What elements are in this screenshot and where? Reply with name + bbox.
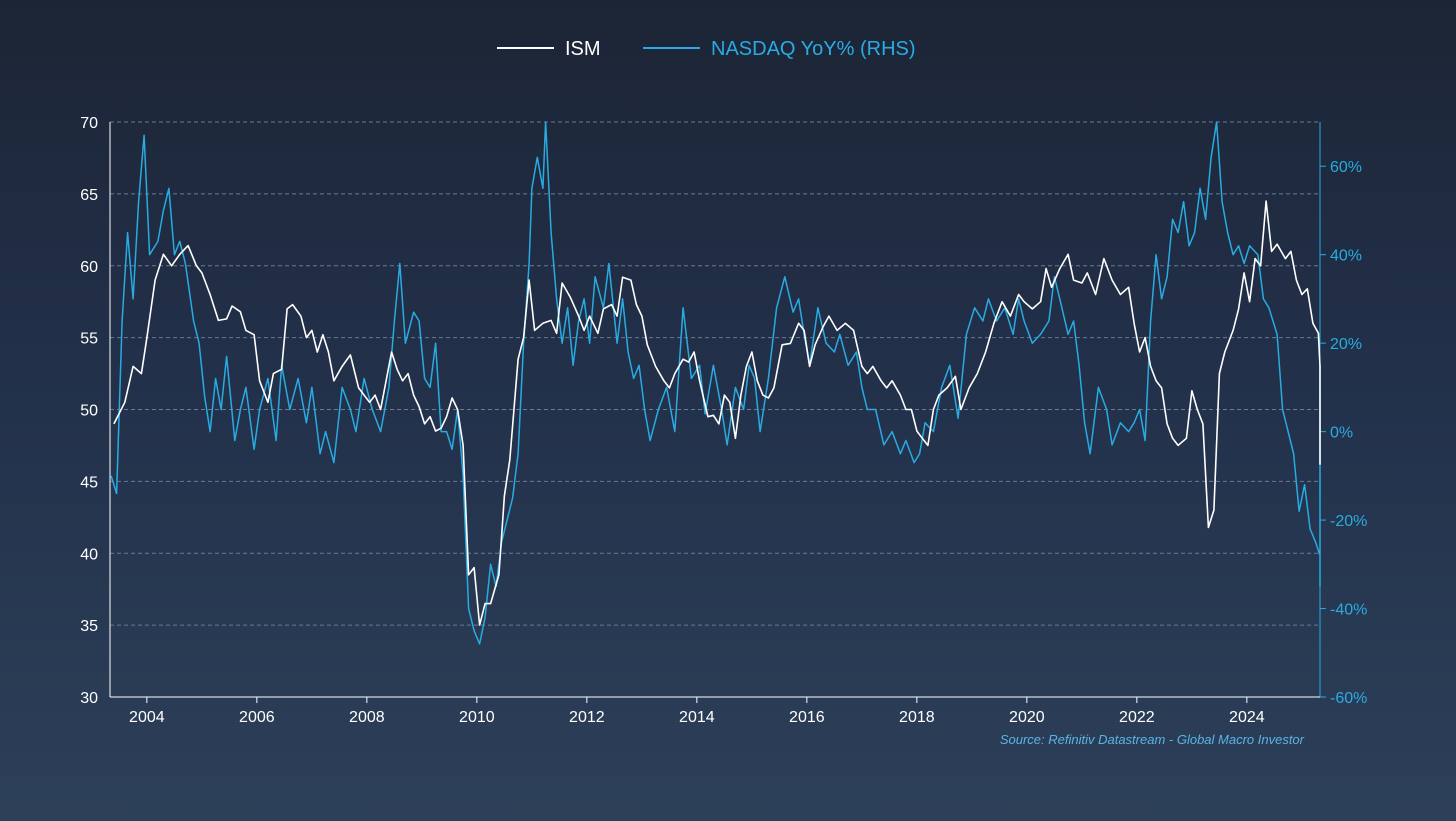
y-right-tick-label: 0% xyxy=(1330,425,1353,442)
y-left-tick-label: 40 xyxy=(80,546,98,563)
x-tick-label: 2006 xyxy=(239,709,275,726)
x-tick-label: 2024 xyxy=(1229,709,1265,726)
y-right-tick-label: -40% xyxy=(1330,602,1367,619)
y-right-tick-label: -20% xyxy=(1330,513,1367,530)
series-line-ism xyxy=(113,200,1321,626)
y-axis-left: 30 35 40 45 50 55 60 65 70 xyxy=(80,115,111,707)
y-right-tick-label: 40% xyxy=(1330,248,1362,265)
gridlines xyxy=(110,121,1320,626)
y-left-tick-label: 30 xyxy=(80,690,98,707)
x-tick-label: 2012 xyxy=(569,709,605,726)
y-left-tick-label: 45 xyxy=(80,474,98,491)
y-left-tick-label: 65 xyxy=(80,187,98,204)
legend: ISM NASDAQ YoY% (RHS) xyxy=(497,38,916,60)
x-tick-label: 2010 xyxy=(459,709,495,726)
x-tick-label: 2020 xyxy=(1009,709,1045,726)
legend-label-nasdaq: NASDAQ YoY% (RHS) xyxy=(711,38,916,60)
series-lines xyxy=(110,121,1321,645)
x-tick-label: 2018 xyxy=(899,709,935,726)
y-left-tick-label: 50 xyxy=(80,403,98,420)
series-line-nasdaq xyxy=(110,121,1321,645)
x-tick-label: 2016 xyxy=(789,709,825,726)
x-tick-label: 2008 xyxy=(349,709,385,726)
y-right-tick-label: -60% xyxy=(1330,690,1367,707)
x-tick-label: 2022 xyxy=(1119,709,1155,726)
legend-label-ism: ISM xyxy=(565,38,601,60)
source-note: Source: Refinitiv Datastream - Global Ma… xyxy=(1000,732,1305,747)
y-left-tick-label: 60 xyxy=(80,259,98,276)
y-left-tick-label: 35 xyxy=(80,618,98,635)
y-axis-right: -60% -40% -20% 0% 20% 40% 60% xyxy=(1319,122,1367,707)
y-left-tick-label: 70 xyxy=(80,115,98,132)
x-tick-label: 2004 xyxy=(129,709,165,726)
x-axis: 2004 2006 2008 2010 2012 2014 2016 2018 2020 2022… xyxy=(110,696,1320,726)
y-right-tick-label: 60% xyxy=(1330,159,1362,176)
y-right-tick-label: 20% xyxy=(1330,336,1362,353)
y-left-tick-label: 55 xyxy=(80,331,98,348)
x-tick-label: 2014 xyxy=(679,709,715,726)
